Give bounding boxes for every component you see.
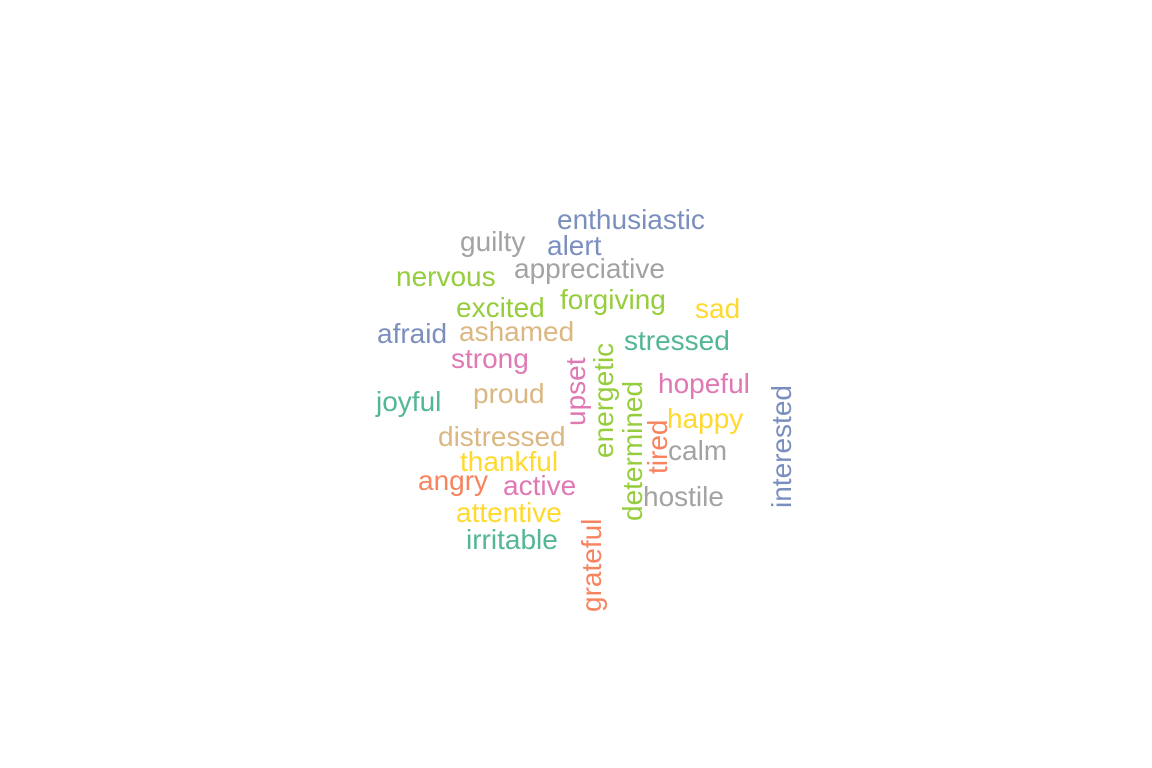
word-tired: tired [642, 419, 673, 474]
word-sad: sad [695, 293, 741, 324]
word-enthusiastic: enthusiastic [557, 204, 705, 235]
word-excited: excited [456, 292, 545, 323]
word-afraid: afraid [377, 318, 448, 349]
word-nervous: nervous [396, 261, 496, 292]
word-proud: proud [473, 378, 545, 409]
word-guilty: guilty [460, 226, 526, 257]
word-energetic: energetic [588, 342, 619, 458]
word-happy: happy [667, 403, 744, 434]
word-distressed: distressed [438, 421, 566, 452]
word-thankful: thankful [460, 446, 559, 477]
word-strong: strong [451, 343, 529, 374]
word-interested: interested [766, 385, 797, 508]
word-stressed: stressed [624, 325, 730, 356]
word-hopeful: hopeful [658, 368, 750, 399]
word-ashamed: ashamed [459, 316, 575, 347]
word-angry: angry [418, 465, 489, 496]
word-grateful: grateful [576, 518, 607, 612]
word-calm: calm [668, 435, 728, 466]
word-alert: alert [547, 230, 602, 261]
word-active: active [503, 470, 577, 501]
word-hostile: hostile [643, 481, 724, 512]
word-irritable: irritable [466, 524, 558, 555]
word-appreciative: appreciative [514, 253, 665, 284]
word-forgiving: forgiving [560, 284, 666, 315]
word-upset: upset [560, 357, 591, 427]
word-attentive: attentive [456, 497, 562, 528]
word-joyful: joyful [376, 386, 442, 417]
